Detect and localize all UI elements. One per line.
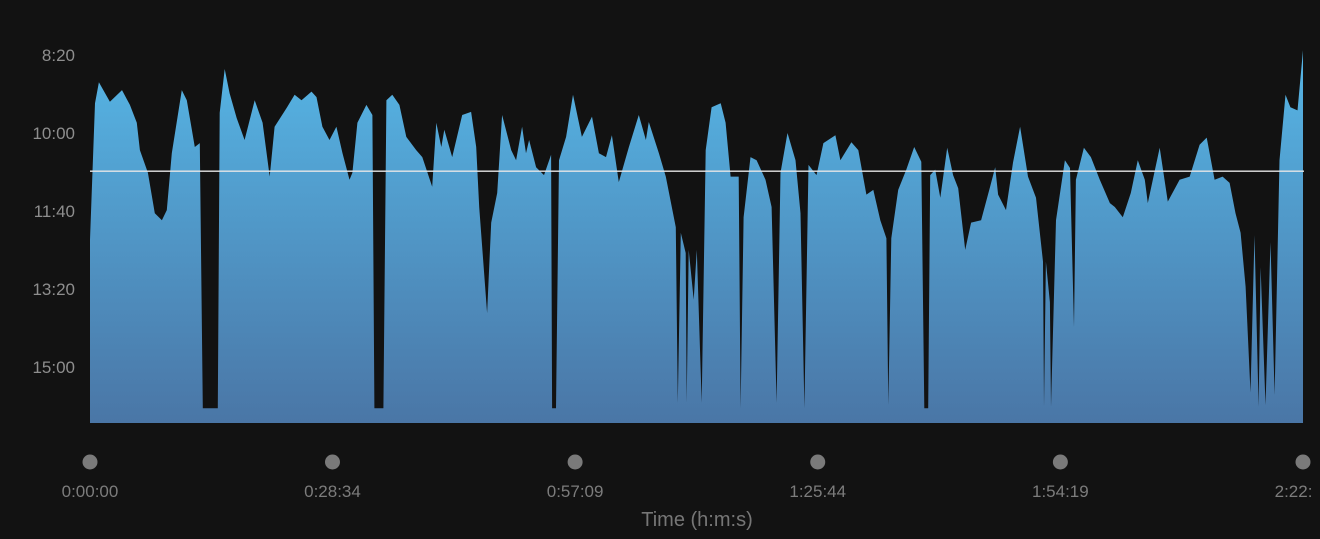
x-tick-label: 1:25:44	[789, 482, 846, 501]
x-tick-label: 0:00:00	[62, 482, 119, 501]
y-tick-label: 11:40	[34, 202, 75, 221]
y-tick-label: 10:00	[32, 124, 75, 143]
x-tick-label: 2:22:54	[1275, 482, 1320, 501]
x-tick-handle	[82, 454, 98, 470]
x-axis: 0:00:00 0:28:34 0:57:09 1:25:44 1:54:19 2:22:…	[62, 454, 1320, 501]
y-tick-label: 13:20	[32, 280, 75, 299]
x-tick-handle	[1295, 454, 1311, 470]
y-axis: 8:20 10:00 11:40 13:20 15:00	[32, 46, 75, 377]
x-tick-handle	[324, 454, 340, 470]
x-tick-label: 0:28:34	[304, 482, 361, 501]
x-tick-handle	[1052, 454, 1068, 470]
x-tick-handle	[567, 454, 583, 470]
x-tick-handle	[810, 454, 826, 470]
y-tick-label: 15:00	[32, 358, 75, 377]
y-tick-label: 8:20	[42, 46, 75, 65]
x-axis-title: Time (h:m:s)	[641, 509, 752, 531]
x-tick-label: 0:57:09	[547, 482, 604, 501]
x-tick-label: 1:54:19	[1032, 482, 1089, 501]
pace-area-series	[90, 50, 1303, 424]
